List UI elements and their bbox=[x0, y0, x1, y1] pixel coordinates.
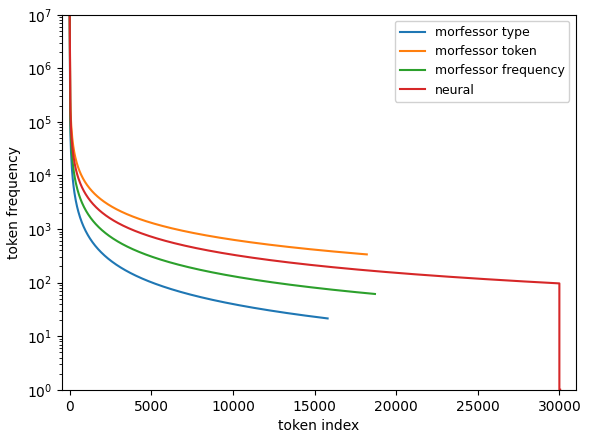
morfessor token bbox=[264, 242, 271, 247]
neural bbox=[373, 268, 381, 274]
neural bbox=[66, 12, 73, 18]
morfessor type bbox=[218, 299, 225, 304]
morfessor frequency bbox=[246, 276, 253, 282]
morfessor type bbox=[324, 316, 331, 321]
neural bbox=[135, 230, 142, 235]
morfessor token bbox=[363, 252, 371, 257]
morfessor type bbox=[133, 273, 140, 279]
morfessor frequency bbox=[204, 269, 211, 274]
morfessor frequency bbox=[145, 253, 152, 258]
morfessor token bbox=[119, 209, 126, 215]
neural bbox=[136, 230, 143, 235]
morfessor type bbox=[260, 307, 267, 312]
morfessor frequency bbox=[372, 291, 379, 297]
morfessor frequency bbox=[66, 12, 73, 18]
morfessor token bbox=[66, 12, 73, 18]
morfessor frequency bbox=[296, 283, 303, 289]
morfessor token bbox=[143, 219, 150, 224]
morfessor token bbox=[290, 245, 297, 250]
morfessor type bbox=[112, 261, 119, 267]
neural bbox=[397, 271, 404, 276]
morfessor type bbox=[183, 291, 190, 296]
morfessor type bbox=[238, 303, 245, 308]
morfessor frequency bbox=[120, 242, 127, 247]
Line: neural: neural bbox=[70, 15, 560, 390]
neural bbox=[556, 387, 563, 392]
morfessor token bbox=[201, 232, 208, 238]
morfessor token bbox=[241, 239, 248, 244]
Line: morfessor token: morfessor token bbox=[70, 15, 367, 254]
Line: morfessor frequency: morfessor frequency bbox=[70, 15, 375, 294]
neural bbox=[556, 387, 563, 392]
morfessor type bbox=[66, 12, 73, 18]
neural bbox=[184, 244, 191, 249]
neural bbox=[322, 264, 329, 269]
X-axis label: token index: token index bbox=[278, 419, 359, 433]
morfessor frequency bbox=[270, 280, 277, 285]
Y-axis label: token frequency: token frequency bbox=[7, 146, 21, 259]
Legend: morfessor type, morfessor token, morfessor frequency, neural: morfessor type, morfessor token, morfess… bbox=[395, 21, 569, 102]
Line: morfessor type: morfessor type bbox=[70, 15, 327, 319]
